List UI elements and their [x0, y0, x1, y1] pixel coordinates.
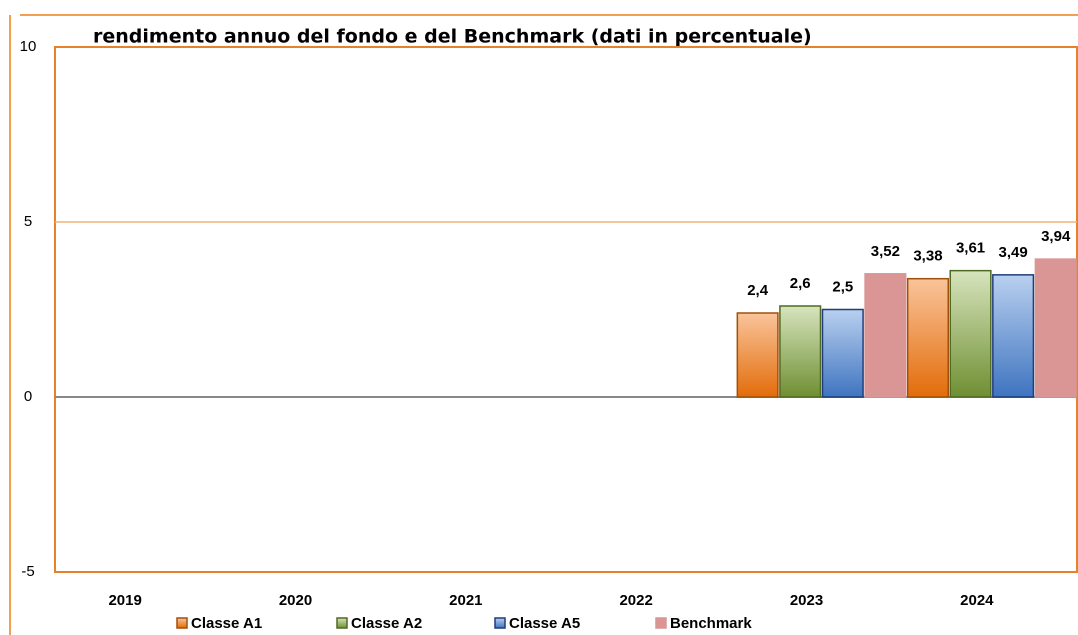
x-tick-label: 2021 [449, 592, 482, 609]
legend-label: Benchmark [670, 615, 752, 632]
legend-swatch [176, 617, 188, 629]
value-label: 3,94 [1041, 228, 1071, 245]
y-tick-label: 10 [20, 38, 37, 55]
value-label: 3,52 [871, 243, 900, 260]
x-tick-label: 2024 [960, 592, 994, 609]
bar [821, 308, 864, 398]
bar [779, 305, 822, 398]
bar [736, 312, 779, 398]
bar [1034, 258, 1077, 398]
bar [949, 269, 992, 398]
x-tick-label: 2023 [790, 592, 823, 609]
legend-swatch [655, 617, 667, 629]
legend-label: Classe A5 [509, 615, 580, 632]
legend-swatch [336, 617, 348, 629]
value-label: 2,4 [747, 282, 769, 299]
bar [906, 277, 950, 398]
legend-swatch [494, 617, 506, 629]
legend-label: Classe A1 [191, 615, 262, 632]
y-tick-label: 0 [24, 388, 32, 405]
value-label: 3,49 [999, 244, 1028, 261]
bar [992, 274, 1035, 398]
x-tick-label: 2022 [619, 592, 652, 609]
value-label: 2,6 [790, 275, 811, 292]
x-tick-label: 2019 [108, 592, 141, 609]
value-label: 2,5 [832, 278, 853, 295]
value-label: 3,38 [913, 248, 942, 265]
bar [864, 273, 907, 398]
legend-label: Classe A2 [351, 615, 422, 632]
chart-title: rendimento annuo del fondo e del Benchma… [93, 26, 812, 48]
value-label: 3,61 [956, 240, 985, 257]
x-tick-label: 2020 [279, 592, 312, 609]
y-tick-label: -5 [21, 563, 34, 580]
y-tick-label: 5 [24, 213, 32, 230]
